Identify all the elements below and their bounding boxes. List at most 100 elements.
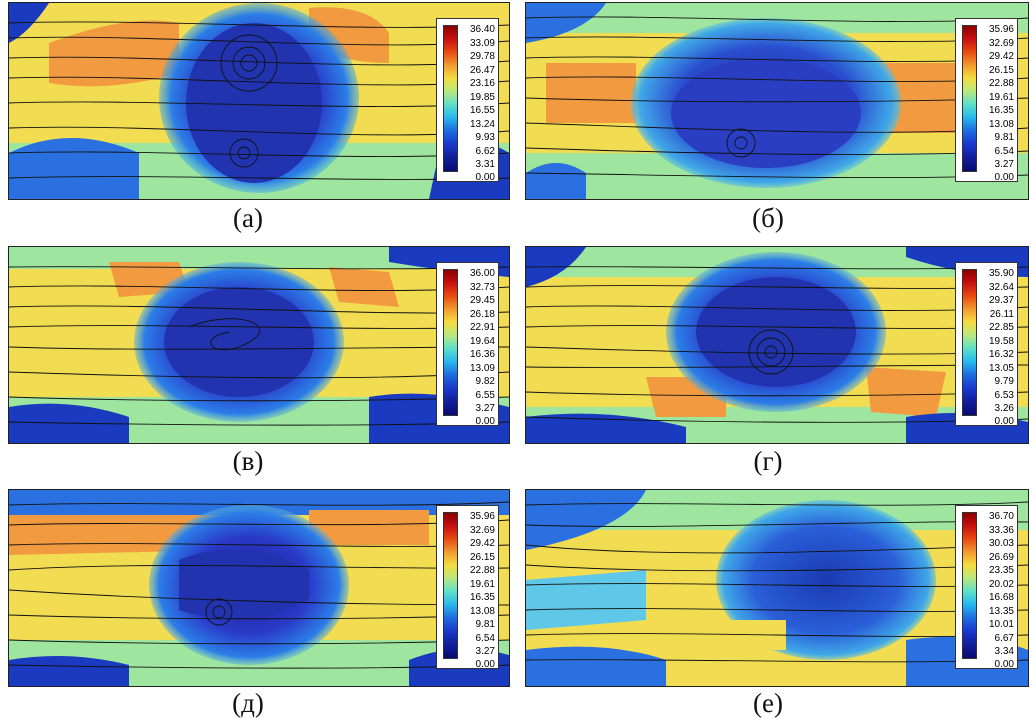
legend-tick: 9.81: [475, 619, 495, 630]
legend-tick: 16.36: [469, 349, 495, 360]
velocity-field-a: [8, 2, 510, 200]
contour-plot-e: [9, 490, 509, 686]
colorbar-d: [962, 269, 977, 416]
legend-tick: 16.35: [469, 592, 495, 603]
legend-tick: 9.79: [994, 376, 1014, 387]
legend-tick: 29.78: [469, 51, 495, 62]
color-legend-c: 36.00 32.73 29.45 26.18 22.91 19.64 16.3…: [436, 262, 499, 427]
legend-tick: 13.08: [988, 118, 1014, 130]
contour-plot-d: [526, 247, 1028, 443]
velocity-field-e: [8, 489, 510, 687]
legend-tick: 22.88: [469, 565, 495, 576]
legend-tick: 22.88: [988, 78, 1014, 89]
colorbar-e: [443, 512, 458, 659]
legend-tick: 3.34: [994, 646, 1014, 657]
legend-tick: 9.81: [994, 132, 1014, 143]
legend-tick: 29.42: [469, 538, 495, 549]
colorbar-a: [443, 25, 458, 172]
panel-caption-d: (г): [753, 446, 783, 476]
legend-tick: 3.26: [994, 403, 1014, 414]
legend-tick: 29.45: [469, 295, 495, 306]
legend-tick: 13.35: [988, 605, 1014, 617]
legend-tick: 10.01: [988, 619, 1014, 630]
legend-tick: 23.16: [469, 78, 495, 89]
legend-tick: 35.96: [988, 24, 1014, 35]
legend-tick: 9.93: [475, 132, 495, 143]
velocity-field-b: [525, 2, 1029, 200]
legend-tick: 0.00: [994, 659, 1014, 670]
legend-tick: 9.82: [475, 376, 495, 387]
legend-tick: 19.61: [988, 91, 1014, 103]
legend-tick: 26.18: [469, 308, 495, 320]
legend-tick: 19.85: [469, 91, 495, 103]
panel-caption-c: (в): [232, 446, 264, 476]
legend-tick: 26.47: [469, 64, 495, 76]
legend-tick: 16.68: [988, 592, 1014, 603]
colorbar-c: [443, 269, 458, 416]
legend-tick: 22.85: [988, 322, 1014, 333]
colorbar-b: [962, 25, 977, 172]
legend-tick: 16.32: [988, 349, 1014, 360]
legend-tick: 6.54: [994, 145, 1014, 157]
legend-tick: 35.96: [469, 511, 495, 522]
legend-tick: 36.00: [469, 268, 495, 279]
panel-caption-f: (е): [753, 688, 783, 718]
legend-tick: 13.24: [469, 118, 495, 130]
legend-tick: 19.58: [988, 335, 1014, 347]
color-legend-a: 36.40 33.09 29.78 26.47 23.16 19.85 16.5…: [436, 18, 499, 183]
legend-tick: 23.35: [988, 565, 1014, 576]
contour-plot-b: [526, 3, 1028, 199]
color-legend-e: 35.96 32.69 29.42 26.15 22.88 19.61 16.3…: [436, 505, 499, 670]
legend-tick: 19.61: [469, 578, 495, 590]
contour-plot-a: [9, 3, 509, 199]
legend-tick: 3.27: [475, 403, 495, 414]
legend-tick: 30.03: [988, 538, 1014, 549]
legend-tick: 35.90: [988, 268, 1014, 279]
legend-tick: 0.00: [994, 416, 1014, 427]
legend-tick: 19.64: [469, 335, 495, 347]
legend-tick: 36.70: [988, 511, 1014, 522]
legend-tick: 26.11: [989, 308, 1014, 320]
legend-tick: 22.91: [469, 322, 495, 333]
panel-caption-e: (д): [232, 688, 264, 718]
legend-tick: 6.67: [994, 632, 1014, 644]
legend-tick: 3.27: [994, 159, 1014, 170]
contour-plot-c: [9, 247, 509, 443]
legend-tick: 6.54: [475, 632, 495, 644]
velocity-field-d: [525, 246, 1029, 444]
legend-tick: 26.69: [988, 551, 1014, 563]
velocity-field-f: [525, 489, 1029, 687]
color-legend-d: 35.90 32.64 29.37 26.11 22.85 19.58 16.3…: [955, 262, 1018, 427]
legend-tick: 13.08: [469, 605, 495, 617]
colorbar-f: [962, 512, 977, 659]
legend-tick: 32.73: [469, 281, 495, 293]
legend-tick: 0.00: [475, 172, 495, 183]
legend-tick: 13.05: [988, 362, 1014, 374]
panel-caption-a: (а): [233, 203, 263, 233]
legend-tick: 20.02: [988, 578, 1014, 590]
legend-tick: 6.62: [475, 145, 495, 157]
legend-tick: 36.40: [469, 24, 495, 35]
legend-tick: 0.00: [475, 659, 495, 670]
panel-caption-b: (б): [752, 203, 784, 233]
velocity-field-c: [8, 246, 510, 444]
legend-tick: 13.09: [469, 362, 495, 374]
legend-tick: 3.31: [475, 159, 495, 170]
color-legend-f: 36.70 33.36 30.03 26.69 23.35 20.02 16.6…: [955, 505, 1018, 670]
legend-tick: 29.42: [988, 51, 1014, 62]
legend-tick: 16.55: [469, 105, 495, 116]
legend-tick: 32.69: [469, 524, 495, 536]
legend-tick: 0.00: [475, 416, 495, 427]
legend-tick: 6.55: [475, 389, 495, 401]
contour-plot-f: [526, 490, 1028, 686]
legend-tick: 26.15: [469, 551, 495, 563]
legend-tick: 26.15: [988, 64, 1014, 76]
legend-tick: 16.35: [988, 105, 1014, 116]
legend-tick: 33.09: [469, 37, 495, 49]
legend-tick: 32.69: [988, 37, 1014, 49]
legend-tick: 6.53: [994, 389, 1014, 401]
legend-tick: 3.27: [475, 646, 495, 657]
color-legend-b: 35.96 32.69 29.42 26.15 22.88 19.61 16.3…: [955, 18, 1018, 183]
legend-tick: 29.37: [988, 295, 1014, 306]
legend-tick: 0.00: [994, 172, 1014, 183]
